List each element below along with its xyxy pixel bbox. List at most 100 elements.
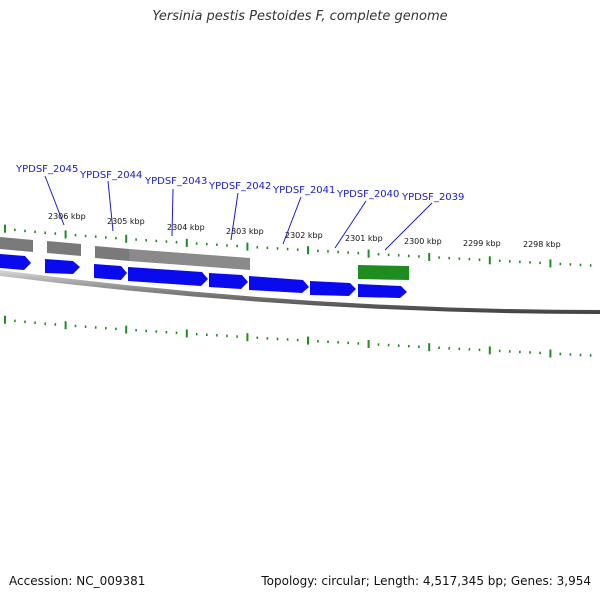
minor-tick: [327, 340, 329, 343]
minor-tick: [286, 247, 289, 251]
minor-tick: [54, 323, 57, 326]
minor-tick: [195, 242, 198, 245]
minor-tick: [155, 330, 158, 333]
minor-tick: [589, 264, 592, 267]
minor-tick: [256, 246, 259, 249]
major-tick: [488, 256, 491, 265]
minor-tick: [377, 343, 380, 346]
cds-arrow[interactable]: [249, 276, 309, 293]
minor-tick: [458, 347, 461, 351]
minor-tick: [175, 331, 178, 335]
minor-tick: [478, 258, 481, 261]
minor-tick: [34, 230, 36, 234]
minor-tick: [286, 338, 289, 341]
minor-tick: [458, 257, 461, 260]
cds-arrow[interactable]: [0, 254, 31, 270]
minor-tick: [448, 347, 450, 350]
genome-summary-text: Topology: circular; Length: 4,517,345 bp…: [261, 574, 591, 588]
major-tick: [4, 315, 6, 324]
major-tick: [367, 340, 370, 348]
kbp-label: 2301 kbp: [345, 234, 383, 243]
minor-tick: [105, 236, 107, 239]
minor-tick: [468, 257, 471, 261]
minor-tick: [397, 254, 400, 257]
minor-tick: [216, 243, 218, 246]
gene-label[interactable]: YPDSF_2039: [401, 192, 464, 203]
cds-arrow[interactable]: [45, 259, 80, 274]
minor-tick: [206, 242, 208, 246]
gene-label[interactable]: YPDSF_2041: [272, 185, 335, 196]
minor-tick: [519, 260, 521, 264]
gene-block[interactable]: [95, 246, 129, 261]
minor-tick: [14, 319, 16, 323]
gene-block[interactable]: [0, 237, 33, 252]
minor-tick: [155, 239, 158, 243]
highlight-gene-block[interactable]: [358, 265, 409, 280]
minor-tick: [357, 251, 360, 255]
minor-tick: [195, 332, 198, 336]
accession-text: Accession: NC_009381: [9, 574, 146, 588]
minor-tick: [216, 334, 218, 337]
minor-tick: [579, 353, 582, 357]
kbp-label: 2304 kbp: [167, 223, 205, 232]
minor-tick: [468, 348, 471, 351]
minor-tick: [226, 334, 228, 338]
minor-tick: [529, 261, 531, 264]
minor-tick: [296, 338, 299, 342]
minor-tick: [94, 326, 97, 329]
minor-tick: [14, 228, 16, 232]
minor-tick: [44, 231, 46, 234]
kbp-label: 2299 kbp: [463, 239, 501, 248]
minor-tick: [569, 353, 572, 356]
gene-block[interactable]: [129, 249, 250, 270]
minor-tick: [145, 239, 147, 242]
kbp-label: 2298 kbp: [523, 240, 561, 249]
cds-track: [0, 254, 407, 298]
major-tick: [367, 249, 370, 258]
minor-tick: [539, 261, 541, 265]
gene-labels: YPDSF_2045 YPDSF_2044 YPDSF_2043 YPDSF_2…: [15, 164, 464, 203]
gene-label[interactable]: YPDSF_2042: [208, 181, 271, 192]
gene-label[interactable]: YPDSF_2040: [336, 189, 399, 200]
minor-tick: [347, 341, 349, 345]
minor-tick: [438, 256, 440, 259]
major-tick: [185, 238, 188, 247]
cds-arrow[interactable]: [310, 281, 356, 296]
minor-tick: [347, 251, 349, 254]
minor-tick: [74, 233, 77, 237]
minor-tick: [418, 255, 420, 258]
minor-tick: [74, 324, 77, 328]
genome-title: Yersinia pestis Pestoides F, complete ge…: [152, 9, 448, 24]
minor-tick: [579, 263, 582, 267]
minor-tick: [559, 352, 562, 356]
minor-tick: [357, 342, 360, 345]
minor-tick: [236, 335, 238, 338]
minor-tick: [478, 348, 481, 352]
minor-tick: [498, 259, 501, 262]
minor-tick: [135, 238, 137, 241]
minor-tick: [589, 354, 592, 357]
minor-tick: [498, 349, 501, 353]
gene-label[interactable]: YPDSF_2044: [79, 170, 142, 181]
major-tick: [64, 230, 67, 239]
minor-tick: [115, 327, 117, 331]
minor-tick: [24, 320, 26, 324]
major-tick: [4, 224, 6, 233]
cds-arrow[interactable]: [94, 264, 127, 280]
cds-arrow[interactable]: [209, 273, 248, 289]
minor-tick: [165, 240, 168, 243]
cds-arrow[interactable]: [358, 284, 407, 298]
kbp-label: 2306 kbp: [48, 212, 86, 221]
gene-block[interactable]: [47, 241, 81, 256]
gene-label[interactable]: YPDSF_2045: [15, 164, 78, 175]
minor-tick: [418, 345, 420, 348]
kbp-labels: 2306 kbp 2305 kbp 2304 kbp 2303 kbp 2302…: [48, 212, 561, 249]
gene-label[interactable]: YPDSF_2043: [144, 176, 207, 187]
minor-tick: [145, 329, 147, 333]
minor-tick: [115, 236, 117, 240]
minor-tick: [397, 344, 400, 347]
minor-tick: [569, 263, 572, 266]
major-tick: [549, 349, 552, 358]
minor-tick: [438, 346, 440, 349]
cds-arrow[interactable]: [128, 267, 208, 286]
